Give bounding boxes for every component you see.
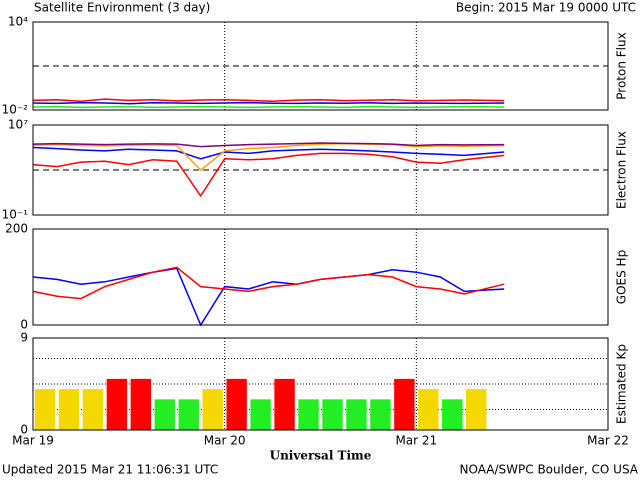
kp-bar — [442, 399, 463, 430]
series-line — [32, 98, 505, 102]
series-line — [32, 266, 505, 300]
y-tick-label: 0 — [20, 423, 28, 437]
kp-bar — [346, 399, 367, 430]
series-line — [32, 142, 505, 172]
y-axis-label: GOES Hp — [615, 250, 629, 304]
kp-bar — [178, 399, 199, 430]
y-axis-label: Proton Flux — [615, 32, 629, 99]
kp-bar — [202, 389, 223, 430]
panel-frame — [32, 228, 609, 326]
series-line — [32, 101, 505, 105]
y-axis-label: Electron Flux — [615, 131, 629, 209]
panel-frame — [32, 124, 609, 216]
x-tick-label: Mar 22 — [587, 434, 629, 448]
panel-frame — [32, 21, 609, 111]
x-tick-label: Mar 19 — [12, 434, 54, 448]
series-line — [32, 267, 505, 327]
begin-time: Begin: 2015 Mar 19 0000 UTC — [456, 1, 636, 15]
y-tick-label: 0 — [20, 318, 28, 332]
y-tick-label: 9 — [20, 331, 28, 345]
kp-bar — [58, 389, 80, 430]
y-tick-label: 10⁴ — [8, 15, 28, 29]
series-line — [32, 146, 505, 160]
kp-bar — [298, 399, 319, 430]
y-tick-label: 10⁻² — [2, 103, 29, 117]
chart-title: Satellite Environment (3 day) — [34, 1, 210, 15]
kp-bar — [130, 378, 151, 430]
series-line — [32, 105, 505, 109]
series-line — [32, 152, 505, 198]
updated: Updated 2015 Mar 21 11:06:31 UTC — [2, 463, 218, 477]
kp-bar — [250, 399, 271, 430]
kp-bar — [418, 389, 439, 430]
credit: NOAA/SWPC Boulder, CO USA — [460, 463, 639, 477]
x-axis-label: Universal Time — [270, 449, 372, 463]
kp-bar — [154, 399, 175, 430]
kp-bar — [394, 378, 415, 430]
kp-bar — [226, 378, 247, 430]
kp-bar — [274, 378, 295, 430]
kp-bar — [466, 389, 487, 430]
panel-frame — [32, 337, 609, 431]
series-line — [32, 142, 505, 148]
x-tick-label: Mar 20 — [204, 434, 246, 448]
kp-bar — [370, 399, 391, 430]
kp-bar — [322, 399, 343, 430]
x-tick-label: Mar 21 — [395, 434, 437, 448]
y-tick-label: 10⁷ — [8, 118, 28, 132]
y-tick-label: 10⁻¹ — [2, 208, 29, 222]
y-axis-label: Estimated Kp — [615, 344, 629, 424]
y-tick-label: 200 — [5, 222, 28, 236]
kp-bar — [82, 389, 104, 430]
kp-bar — [106, 378, 128, 430]
kp-bar — [34, 389, 56, 430]
